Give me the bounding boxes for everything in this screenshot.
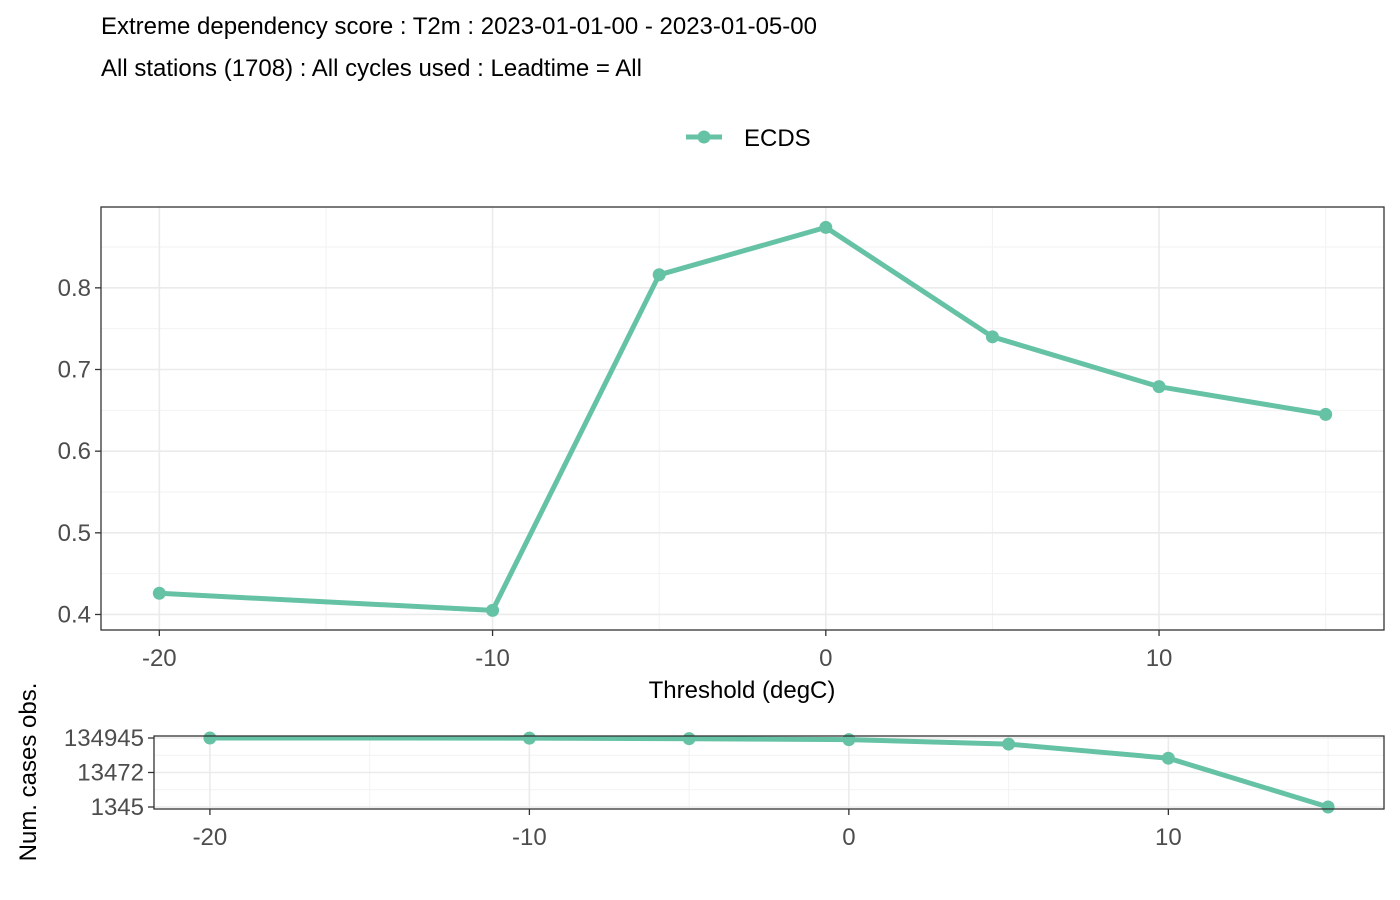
legend-point-icon: [697, 130, 711, 144]
y-tick-label: 1345: [91, 794, 144, 821]
x-tick-label: -10: [512, 824, 547, 851]
x-tick-label: 0: [819, 645, 832, 672]
y-tick-label: 0.5: [58, 520, 91, 547]
y-tick-label: 0.8: [58, 275, 91, 302]
y-tick-label: 134945: [64, 725, 144, 752]
data-point: [985, 330, 999, 344]
data-point: [1161, 751, 1175, 765]
data-point: [486, 603, 500, 617]
x-tick-label: 0: [842, 824, 855, 851]
data-point: [1319, 407, 1333, 421]
data-point: [1152, 380, 1166, 394]
series-line: [159, 224, 1327, 613]
x-tick-label: 10: [1155, 824, 1182, 851]
chart-title: Extreme dependency score : T2m : 2023-01…: [101, 13, 817, 40]
bottom-y-axis-title: Num. cases obs.: [15, 683, 42, 862]
chart-subtitle: All stations (1708) : All cycles used : …: [101, 55, 642, 82]
data-point: [1321, 800, 1335, 814]
x-tick-label: -10: [475, 645, 510, 672]
main-plot-panel: -20 -10 0 10 0.4 0.5 0.6 0.7 0.8: [58, 206, 1385, 672]
data-point: [203, 731, 217, 745]
bottom-plot-panel: -20 -10 0 10 1345 13472 134945: [64, 725, 1385, 851]
y-tick-label: 0.6: [58, 438, 91, 465]
y-tick-label: 13472: [77, 760, 144, 787]
data-point: [522, 731, 536, 745]
data-point: [1002, 737, 1016, 751]
data-point: [652, 268, 666, 282]
panel-border: [100, 206, 1385, 631]
x-tick-label: -20: [193, 824, 228, 851]
y-tick-label: 0.7: [58, 357, 91, 384]
data-point: [842, 733, 856, 747]
x-tick-label: 10: [1146, 645, 1173, 672]
legend: ECDS: [686, 125, 811, 152]
y-tick-label: 0.4: [58, 601, 91, 628]
x-tick-label: -20: [142, 645, 177, 672]
legend-label: ECDS: [744, 125, 811, 152]
data-point: [682, 732, 696, 746]
data-point: [152, 586, 166, 600]
data-point: [819, 220, 833, 234]
main-x-axis-title: Threshold (degC): [649, 677, 836, 704]
